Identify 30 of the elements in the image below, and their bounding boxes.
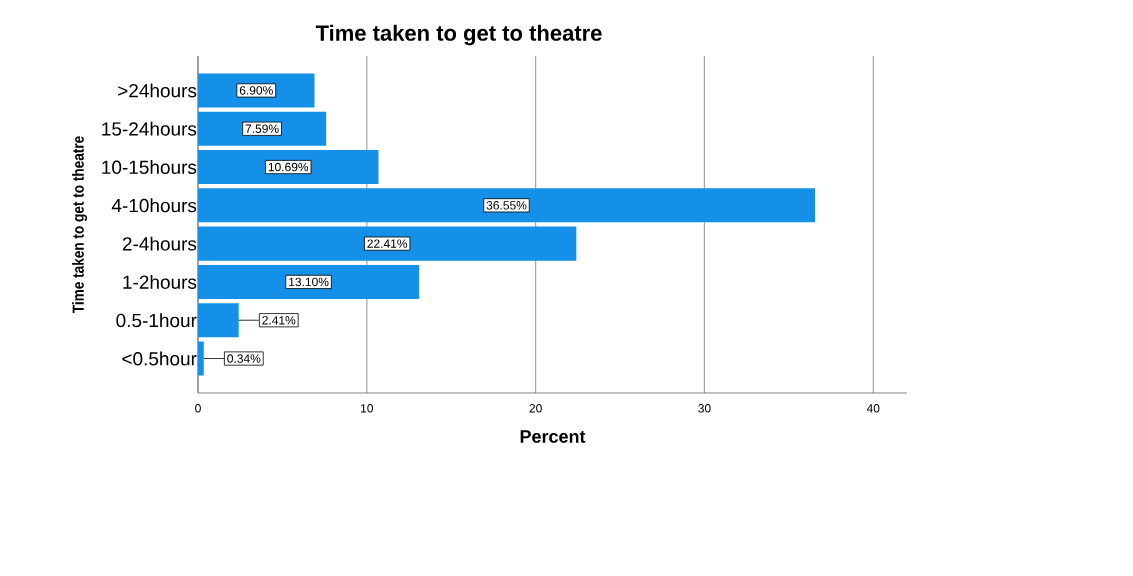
data-label: 36.55%	[486, 201, 527, 210]
x-tick-label: 40	[866, 404, 880, 413]
data-label: 13.10%	[289, 277, 329, 287]
bar	[198, 226, 577, 261]
x-tick-label: 10	[361, 404, 374, 413]
bar	[198, 264, 420, 299]
data-label: 22.41%	[367, 239, 408, 248]
chart-title: Time taken to get to theatre	[315, 24, 602, 46]
bar	[198, 150, 379, 185]
bar	[198, 188, 816, 223]
data-label: 6.90%	[239, 86, 273, 95]
x-tick-label: 30	[698, 404, 711, 413]
data-label: 2.41%	[262, 316, 296, 325]
y-axis-title: Time taken to get to theatre	[72, 136, 88, 313]
y-tick-label: 1-2hours	[123, 274, 197, 289]
data-label: 10.69%	[268, 162, 309, 172]
data-label: 0.34%	[227, 354, 261, 363]
y-tick-label: 10-15hours	[102, 160, 197, 175]
data-label: 7.59%	[245, 124, 279, 133]
y-tick-label: <0.5hour	[122, 351, 197, 366]
bar	[198, 303, 239, 338]
x-axis-title: Percent	[520, 430, 586, 443]
y-tick-label: 4-10hours	[111, 198, 197, 213]
y-tick-label: >24hours	[118, 83, 197, 98]
bar	[198, 341, 204, 376]
y-tick-label: 2-4hours	[122, 236, 197, 251]
x-tick-label: 20	[529, 404, 542, 413]
y-tick-label: 15-24hours	[102, 121, 197, 136]
x-tick-label: 0	[195, 404, 201, 413]
y-tick-label: 0.5-1hour	[116, 313, 197, 328]
